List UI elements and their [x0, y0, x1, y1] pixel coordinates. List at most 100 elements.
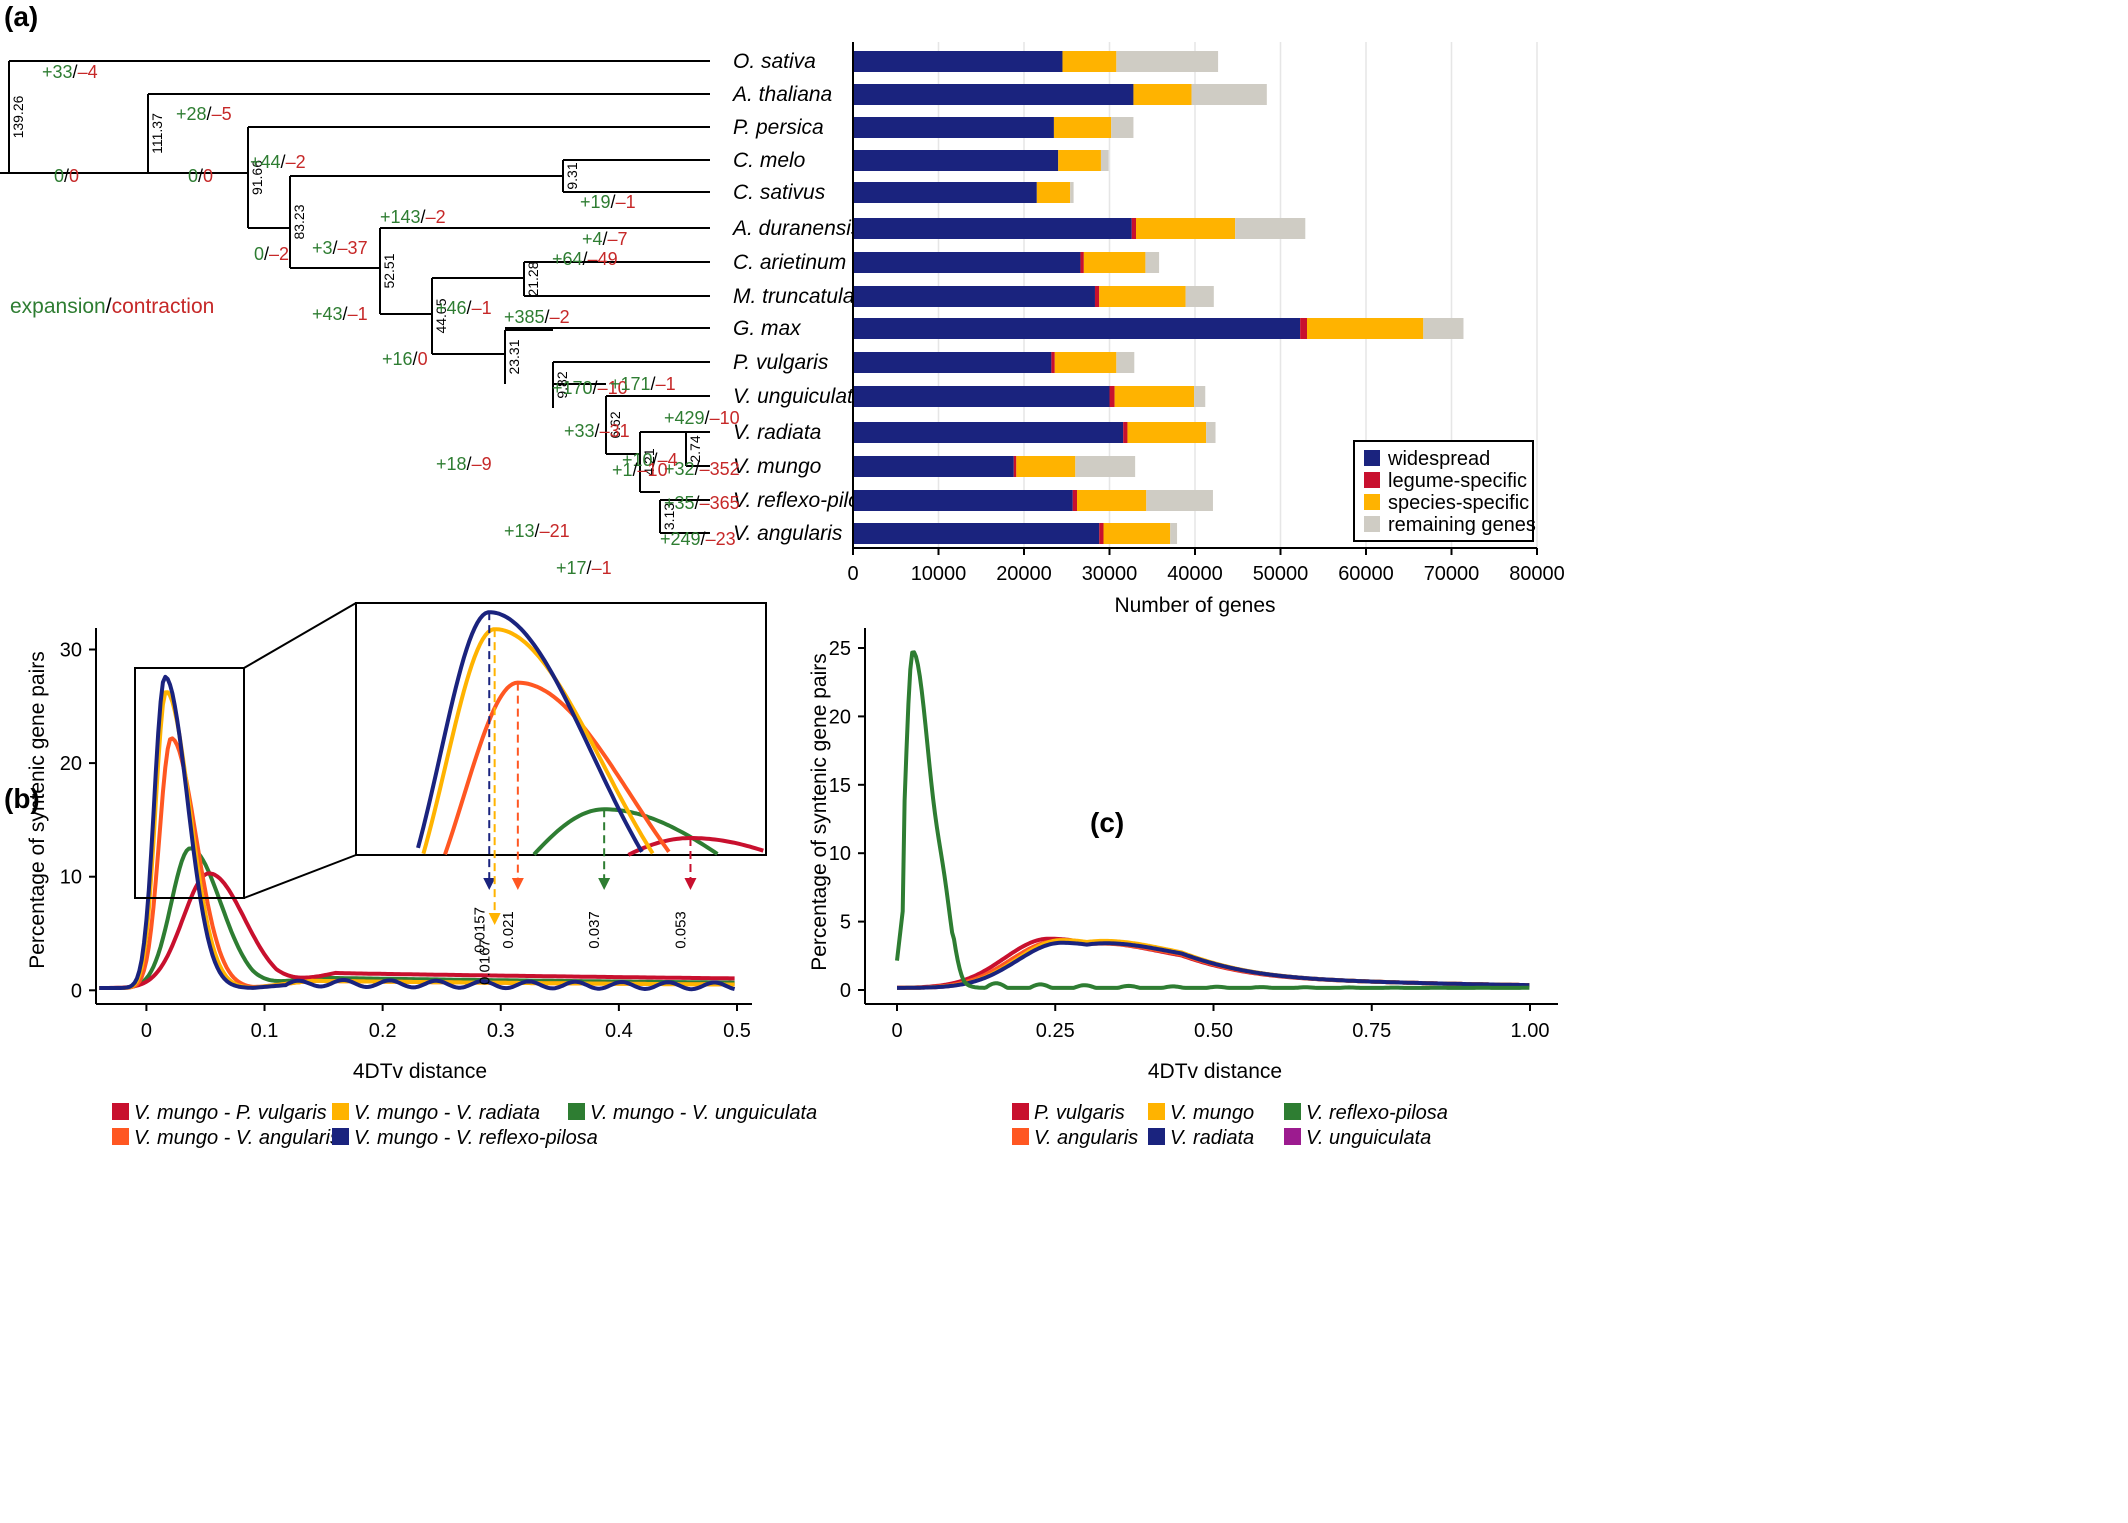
bar-c-sativus-widespread — [853, 182, 1037, 203]
contraction-count: –21 — [540, 521, 570, 541]
inset-curve-v-mungo-p-vulgaris — [627, 836, 764, 857]
peak-value-label: 0.021 — [500, 911, 517, 949]
branch-change-7: +19/–1 — [580, 192, 636, 212]
taxon-label-p-vulgaris: P. vulgaris — [733, 351, 829, 374]
bar-v-reflexo-pilosa-remaining-genes — [1146, 490, 1213, 511]
bar-c-arietinum-species-specific — [1083, 252, 1146, 273]
legend-swatch-v-unguiculata — [1284, 1128, 1301, 1145]
4dtv-panel-c: 0 0.25 0.50 0.75 1.00 0 5 10 15 20 25 4DTv distance… — [808, 628, 1558, 1149]
slash: / — [583, 249, 588, 269]
bar-g-max-widespread — [853, 318, 1301, 339]
x-axis-title: 4DTv distance — [353, 1060, 487, 1083]
taxon-label-m-truncatula: M. truncatula — [733, 285, 854, 308]
bar-p-persica-widespread — [853, 117, 1054, 138]
branch-change-15: +18/–9 — [436, 454, 492, 474]
x-tick-label: 70000 — [1424, 563, 1480, 585]
zoom-inset-box — [355, 602, 767, 856]
node-age-label: 2.74 — [687, 435, 703, 462]
contraction-count: –31 — [600, 421, 630, 441]
x-tick-label: 30000 — [1082, 563, 1138, 585]
taxon-label-g-max: G. max — [733, 317, 802, 340]
legend-label-v-mungo: V. mungo — [1170, 1102, 1254, 1124]
slash: / — [695, 493, 700, 513]
4dtv-panel-b: 0 0.1 0.2 0.3 0.4 0.5 0 10 20 30 4DTv distance Perc… — [26, 602, 817, 1149]
slash: / — [467, 298, 472, 318]
legend-swatch-v-mungo-v-unguiculata — [568, 1103, 585, 1120]
taxon-label-c-arietinum: C. arietinum — [733, 251, 846, 274]
x-tick-label: 0.75 — [1352, 1020, 1391, 1042]
legend-label-widespread: widespread — [1387, 448, 1490, 470]
bar-v-unguiculata-species-specific — [1114, 386, 1195, 407]
contraction-count: –1 — [616, 192, 636, 212]
curve-v-mungo-v-reflexo-pilosa — [99, 674, 736, 992]
branch-change-10: +143/–2 — [380, 207, 446, 227]
bar-v-angularis-species-specific — [1103, 523, 1171, 544]
expansion-count: 0 — [188, 166, 198, 186]
bar-v-angularis-widespread — [853, 523, 1100, 544]
bar-v-mungo-species-specific — [1016, 456, 1076, 477]
expansion-count: +43 — [312, 304, 343, 324]
bar-a-thaliana-widespread — [853, 84, 1134, 105]
branch-change-19: +17/–1 — [556, 558, 612, 578]
legend-swatch-species-specific — [1364, 494, 1380, 510]
inset-curve-v-mungo-v-unguiculata — [532, 807, 719, 856]
branch-change-26: +35/–365 — [664, 493, 740, 513]
legend-swatch-widespread — [1364, 450, 1380, 466]
bar-a-duranensis-widespread — [853, 218, 1132, 239]
expansion-count: +28 — [176, 104, 207, 124]
contraction-count: –49 — [588, 249, 618, 269]
y-tick-label: 25 — [829, 638, 851, 660]
legend-swatch-legume-specific — [1364, 472, 1380, 488]
branch-change-2: +28/–5 — [176, 104, 232, 124]
expansion-count: +13 — [504, 521, 535, 541]
slash: / — [651, 374, 656, 394]
y-axis-title: Percentage of syntenic gene pairs — [808, 653, 831, 971]
legend-swatch-v-mungo-v-radiata — [332, 1103, 349, 1120]
bar-c-melo-species-specific — [1058, 150, 1101, 171]
x-tick-label: 50000 — [1253, 563, 1309, 585]
taxon-label-c-sativus: C. sativus — [733, 181, 826, 204]
zoom-connector — [243, 602, 357, 669]
y-tick-label: 10 — [60, 867, 82, 889]
branch-change-23: +429/–10 — [664, 408, 740, 428]
branch-change-22: +10/–4 — [622, 450, 678, 470]
expansion-count: 0 — [54, 166, 64, 186]
bar-c-arietinum-legume-specific — [1080, 252, 1084, 273]
legend-swatch-v-mungo-p-vulgaris — [112, 1103, 129, 1120]
bar-m-truncatula-widespread — [853, 286, 1095, 307]
curve-v-reflexo-pilosa — [895, 650, 1530, 990]
taxon-label-v-mungo: V. mungo — [733, 455, 822, 478]
bar-v-angularis-remaining-genes — [1170, 523, 1178, 544]
bar-v-mungo-widespread — [853, 456, 1014, 477]
x-tick-label: 0.3 — [487, 1020, 515, 1042]
slash: / — [281, 152, 286, 172]
contraction-count: –4 — [78, 62, 98, 82]
expansion-count: +1 — [612, 460, 633, 480]
panel-label-b: (b) — [4, 783, 40, 814]
expansion-count: +46 — [436, 298, 467, 318]
inset-curve-v-mungo-v-radiata — [421, 627, 655, 855]
branch-change-6: +3/–37 — [312, 238, 368, 258]
legend-label-v-radiata: V. radiata — [1170, 1127, 1254, 1149]
taxon-label-a-duranensis: A. duranensis — [731, 217, 862, 240]
contraction-count: –37 — [338, 238, 368, 258]
branch-change-20: +171/–1 — [610, 374, 676, 394]
phylogenetic-tree: 139.26 111.37 91.66 83.23 52.51 44.05 23.31 21.… — [0, 50, 882, 668]
legend-swatch-v-reflexo-pilosa — [1284, 1103, 1301, 1120]
node-age-label: 9.31 — [564, 162, 580, 189]
bar-a-duranensis-species-specific — [1136, 218, 1236, 239]
legend-label-v-mungo-v-unguiculata: V. mungo - V. unguiculata — [590, 1102, 817, 1124]
y-tick-label: 30 — [60, 640, 82, 662]
branch-change-12: +46/–1 — [436, 298, 492, 318]
y-tick-label: 15 — [829, 775, 851, 797]
contraction-count: –5 — [212, 104, 232, 124]
contraction-count: –1 — [472, 298, 492, 318]
branch-change-0: +33/–4 — [42, 62, 98, 82]
expansion-count: 0 — [254, 244, 264, 264]
contraction-count: –10 — [598, 378, 628, 398]
branch-change-5: 0/–2 — [254, 244, 289, 264]
bar-v-reflexo-pilosa-species-specific — [1077, 490, 1147, 511]
node-age-label: 44.05 — [433, 298, 449, 333]
legend-swatch-v-angularis — [1012, 1128, 1029, 1145]
